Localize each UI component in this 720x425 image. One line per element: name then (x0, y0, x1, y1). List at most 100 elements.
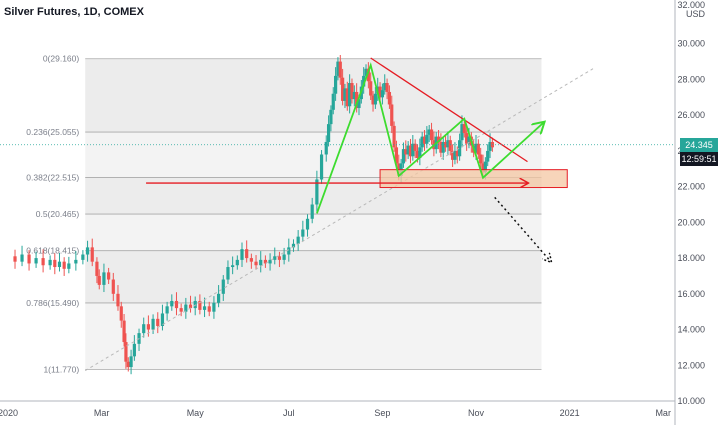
candle-body (160, 313, 165, 326)
candle-body (408, 145, 413, 157)
candle-body (74, 259, 78, 264)
candle-body (81, 254, 85, 260)
candle-body (287, 247, 291, 255)
candle-body (336, 61, 340, 76)
candle-body (453, 150, 457, 160)
candle-body (427, 129, 431, 135)
candle-body (415, 150, 420, 159)
candle-body (329, 109, 333, 125)
candle-body (102, 272, 106, 285)
candle-body (263, 259, 267, 264)
candle-body (383, 83, 387, 91)
candle-body (142, 324, 146, 334)
candle-body (387, 91, 392, 105)
price-tick-label: 30.000 (677, 39, 705, 49)
candle-body (193, 300, 197, 309)
candle-body (429, 129, 434, 141)
candle-body (404, 149, 408, 155)
candle-body (479, 154, 483, 164)
candle-body (291, 243, 296, 248)
candle-body (326, 124, 331, 142)
candle-body (467, 136, 471, 144)
candle-body (439, 141, 443, 153)
candle-body (198, 300, 202, 310)
time-tick-label: Nov (468, 408, 485, 418)
time-tick-label: 2021 (560, 408, 580, 418)
candle-body (331, 93, 335, 110)
time-tick-label: Mar (94, 408, 110, 418)
candle-body (20, 254, 24, 262)
candle-body (179, 308, 183, 312)
candle-body (401, 149, 406, 164)
candle-body (364, 68, 368, 76)
candle-body (441, 141, 445, 153)
price-tick-label: 32.000 (677, 0, 705, 10)
candle-body (226, 267, 230, 280)
candle-body (476, 143, 480, 155)
candle-body (369, 81, 373, 96)
last-price-badge: 24.345 (680, 137, 718, 152)
wave-projection-path (316, 62, 544, 214)
price-tick-label: 10.000 (677, 396, 705, 406)
candle-body (132, 343, 136, 357)
candle-body (67, 263, 71, 269)
fib-band (85, 214, 542, 251)
candle-body (301, 229, 305, 237)
fib-level-label: 0.382(22.515) (26, 172, 79, 182)
price-tick-label: 14.000 (677, 325, 705, 335)
candle-body (348, 83, 352, 107)
candle-body (129, 356, 133, 368)
candle-body (380, 90, 384, 98)
price-tick-label: 12.000 (677, 360, 705, 370)
candle-body (310, 204, 314, 219)
candle-body (53, 259, 57, 268)
candle-body (249, 258, 253, 262)
fib-level-label: 0.5(20.465) (36, 209, 80, 219)
candle-body (146, 324, 150, 330)
candle-body (324, 141, 328, 155)
candle-body (156, 318, 160, 326)
candle-body (184, 304, 188, 312)
candle-body (85, 247, 90, 255)
candle-body (254, 261, 258, 266)
countdown-badge: 12:59:51 (680, 151, 718, 166)
candle-body (124, 342, 128, 362)
price-tick-label: 22.000 (677, 182, 705, 192)
candle-body (422, 136, 427, 144)
price-tick-label: 28.000 (677, 74, 705, 84)
candle-body (319, 154, 324, 180)
time-tick-label: Jul (283, 408, 295, 418)
candle-body (486, 150, 490, 162)
fib-level-label: 0.786(15.490) (26, 298, 79, 308)
candle-body (305, 218, 310, 230)
candle-body (418, 147, 422, 159)
candle-body (188, 304, 193, 309)
fib-band (85, 250, 542, 303)
candle-body (465, 133, 469, 144)
candle-body (27, 254, 31, 264)
candle-body (462, 124, 466, 134)
fib-band (85, 302, 542, 370)
candle-body (394, 147, 399, 164)
candle-body (95, 261, 99, 276)
candle-body (443, 141, 448, 148)
candle-body (119, 306, 123, 321)
candle-body (122, 320, 126, 343)
candle-body (212, 302, 216, 312)
candle-body (451, 150, 455, 160)
time-tick-label: May (187, 408, 205, 418)
axes: 10.000 12.000 14.000 16.000 18.000 20.000 22.0… (0, 0, 705, 425)
candle-body (13, 256, 17, 262)
candle-body (207, 306, 211, 312)
candle-body (460, 124, 464, 141)
candle-body (436, 136, 441, 142)
candle-body (458, 140, 462, 157)
candle-body (345, 88, 349, 107)
candle-body (343, 88, 347, 101)
candle-body (235, 259, 239, 266)
candle-body (34, 258, 38, 264)
candle-body (217, 293, 221, 303)
candle-body (174, 300, 179, 309)
candle-body (385, 83, 389, 92)
